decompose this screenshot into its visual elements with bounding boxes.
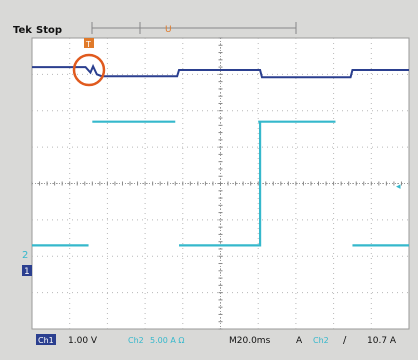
record-cursor-label: U bbox=[165, 25, 172, 35]
header-status: Stop bbox=[36, 25, 62, 36]
header-brand: Tek bbox=[13, 25, 32, 36]
ch1-tag: Ch1 bbox=[38, 336, 54, 345]
status-bar: Ch1 1.00 V Ch2 5.00 A Ω M20.0ms A Ch2 / … bbox=[36, 334, 397, 346]
trigger-marker-label: T bbox=[85, 40, 91, 49]
record-position-bar: U bbox=[91, 22, 297, 35]
graticule bbox=[31, 37, 410, 330]
trigger-slope: / bbox=[343, 335, 347, 346]
ch2-marker-label: 2 bbox=[22, 250, 28, 261]
ch1-marker-label: 1 bbox=[24, 267, 30, 277]
timebase: M20.0ms bbox=[229, 336, 271, 346]
waveform-traces bbox=[32, 63, 409, 247]
ch1-ground-marker: 1 bbox=[22, 265, 32, 277]
ch1-scale: 1.00 V bbox=[68, 336, 98, 346]
ch1-tag-bg bbox=[36, 334, 56, 345]
ch2-label: Ch2 bbox=[128, 336, 144, 345]
ch2-ground-marker: 2 bbox=[22, 250, 28, 261]
ch1-trace-segment bbox=[32, 63, 409, 79]
ch2-trace-segment bbox=[179, 121, 262, 247]
trigger-marker: T bbox=[84, 38, 94, 49]
ch2-scale: 5.00 A Ω bbox=[150, 336, 184, 345]
trigger-level-arrow-icon: ◂ bbox=[396, 182, 401, 192]
trigger-source: Ch2 bbox=[313, 336, 329, 345]
trigger-level: 10.7 A bbox=[367, 336, 397, 346]
trigger-mode: A bbox=[296, 336, 303, 346]
highlight-circle bbox=[72, 53, 106, 87]
